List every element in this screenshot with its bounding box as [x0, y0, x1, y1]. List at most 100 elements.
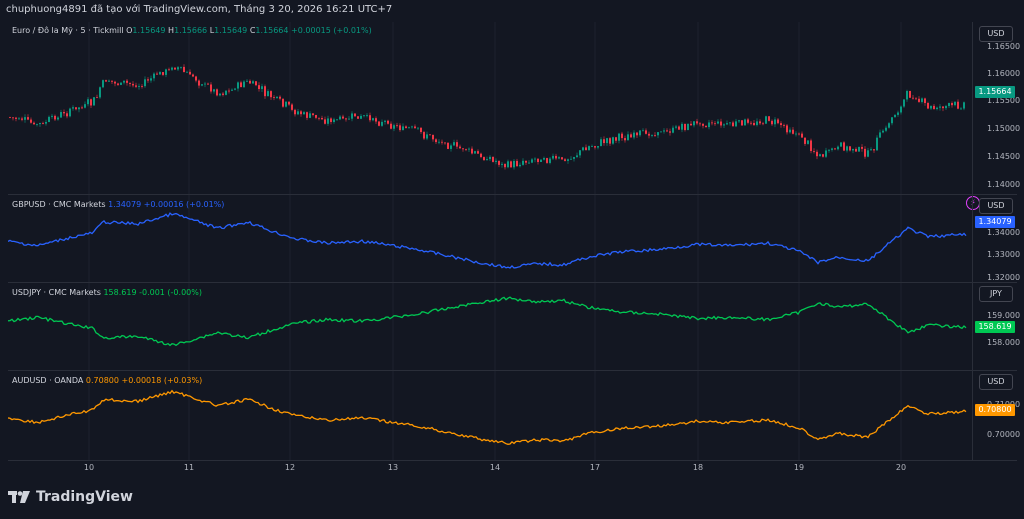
candle-body: [489, 156, 491, 160]
candle-body: [894, 114, 896, 118]
candle-body: [618, 133, 620, 141]
candle-body: [858, 146, 860, 152]
candle-body: [789, 129, 791, 133]
candle-body: [381, 121, 383, 126]
candle-body: [723, 124, 725, 126]
chart-area[interactable]: Euro / Đô la Mỹ · 5 · Tickmill O1.15649 …: [8, 22, 1021, 476]
candle-body: [390, 123, 392, 129]
candle-body: [264, 86, 266, 97]
candle-body: [42, 123, 44, 124]
eurusd-price-axis[interactable]: USD 1.16500 1.16000 1.15500 1.15000 1.14…: [972, 22, 1020, 195]
candle-body: [762, 123, 764, 125]
candle-body: [507, 161, 509, 168]
price-tick: 1.33000: [987, 250, 1021, 259]
candle-body: [651, 135, 653, 136]
eurusd-title: Euro / Đô la Mỹ · 5 · Tickmill: [12, 26, 124, 35]
candle-body: [183, 66, 185, 73]
gbpusd-price-axis[interactable]: USD 1.34000 1.33000 1.32000 1.34079: [972, 194, 1021, 283]
candle-body: [27, 117, 29, 120]
candle-body: [579, 150, 581, 156]
candle-body: [759, 121, 761, 124]
candle-body: [228, 90, 230, 92]
tradingview-logo[interactable]: TradingView: [8, 489, 133, 505]
candle-body: [909, 90, 911, 98]
candle-body: [240, 82, 242, 88]
candle-body: [21, 118, 23, 120]
series-line: [8, 212, 967, 269]
candle-body: [741, 120, 743, 126]
audusd-currency-button[interactable]: USD: [979, 374, 1013, 390]
usdjpy-pane[interactable]: USDJPY · CMC Markets 158.619 -0.001 (-0.…: [8, 282, 972, 371]
gbpusd-change: +0.00016 (+0.01%): [143, 200, 225, 209]
candle-body: [246, 80, 248, 82]
candle-body: [834, 148, 836, 150]
gbpusd-currency-button[interactable]: USD: [979, 198, 1013, 214]
gbpusd-line: [8, 194, 967, 282]
candle-body: [891, 117, 893, 124]
candle-body: [195, 76, 197, 81]
audusd-pane[interactable]: AUDUSD · OANDA 0.70800 +0.00018 (+0.03%): [8, 370, 972, 461]
candle-body: [864, 148, 866, 157]
candle-body: [570, 158, 572, 160]
candle-body: [792, 129, 794, 134]
candle-body: [840, 142, 842, 147]
audusd-price-axis[interactable]: USD 0.71000 0.70000 0.70800: [972, 370, 1020, 461]
usdjpy-price-axis[interactable]: JPY 159.000 158.000 158.619: [972, 282, 1020, 371]
candle-body: [105, 80, 107, 82]
candle-body: [654, 135, 656, 136]
candle-body: [852, 148, 854, 151]
candle-body: [603, 139, 605, 144]
candle-body: [204, 83, 206, 85]
candle-body: [708, 122, 710, 128]
eurusd-currency-button[interactable]: USD: [979, 26, 1013, 42]
candle-body: [192, 74, 194, 77]
candle-body: [783, 125, 785, 126]
candle-body: [606, 138, 608, 144]
candle-body: [660, 131, 662, 133]
candle-body: [837, 146, 839, 150]
gbpusd-pane[interactable]: GBPUSD · CMC Markets 1.34079 +0.00016 (+…: [8, 194, 972, 283]
candle-body: [960, 108, 962, 110]
ohlc-high-value: 1.15666: [174, 26, 208, 35]
candle-body: [300, 111, 302, 115]
candle-body: [576, 155, 578, 158]
candle-body: [621, 133, 623, 139]
time-axis[interactable]: 10 11 12 13 14 17 18 19 20: [8, 460, 972, 476]
candle-body: [615, 137, 617, 141]
candle-body: [474, 151, 476, 154]
candle-body: [915, 98, 917, 100]
ohlc-high-label: H: [168, 26, 175, 35]
candle-body: [348, 118, 350, 120]
candle-body: [675, 126, 677, 128]
candle-body: [486, 159, 488, 161]
candle-body: [132, 83, 134, 86]
candle-body: [738, 120, 740, 122]
candle-body: [243, 81, 245, 88]
gbpusd-price-label: 1.34079: [975, 216, 1015, 228]
candle-body: [573, 157, 575, 159]
candle-body: [711, 122, 713, 124]
candle-body: [405, 126, 407, 129]
candle-body: [900, 106, 902, 113]
candle-body: [477, 151, 479, 154]
candle-body: [165, 69, 167, 75]
candle-body: [456, 142, 458, 147]
candle-body: [24, 117, 26, 120]
candle-body: [678, 126, 680, 130]
candle-body: [906, 90, 908, 100]
candle-body: [537, 158, 539, 162]
candle-body: [831, 148, 833, 150]
candle-body: [669, 131, 671, 133]
candle-body: [366, 115, 368, 117]
candle-body: [528, 162, 530, 164]
usdjpy-currency-button[interactable]: JPY: [979, 286, 1013, 302]
candle-body: [744, 119, 746, 126]
ohlc-close-label: C: [249, 26, 256, 35]
candle-body: [714, 123, 716, 125]
eurusd-pane[interactable]: Euro / Đô la Mỹ · 5 · Tickmill O1.15649 …: [8, 22, 972, 195]
time-tick: 17: [589, 463, 601, 472]
time-tick: 13: [387, 463, 399, 472]
audusd-title: AUDUSD · OANDA: [12, 376, 84, 385]
candle-body: [918, 98, 920, 102]
candle-body: [216, 89, 218, 96]
